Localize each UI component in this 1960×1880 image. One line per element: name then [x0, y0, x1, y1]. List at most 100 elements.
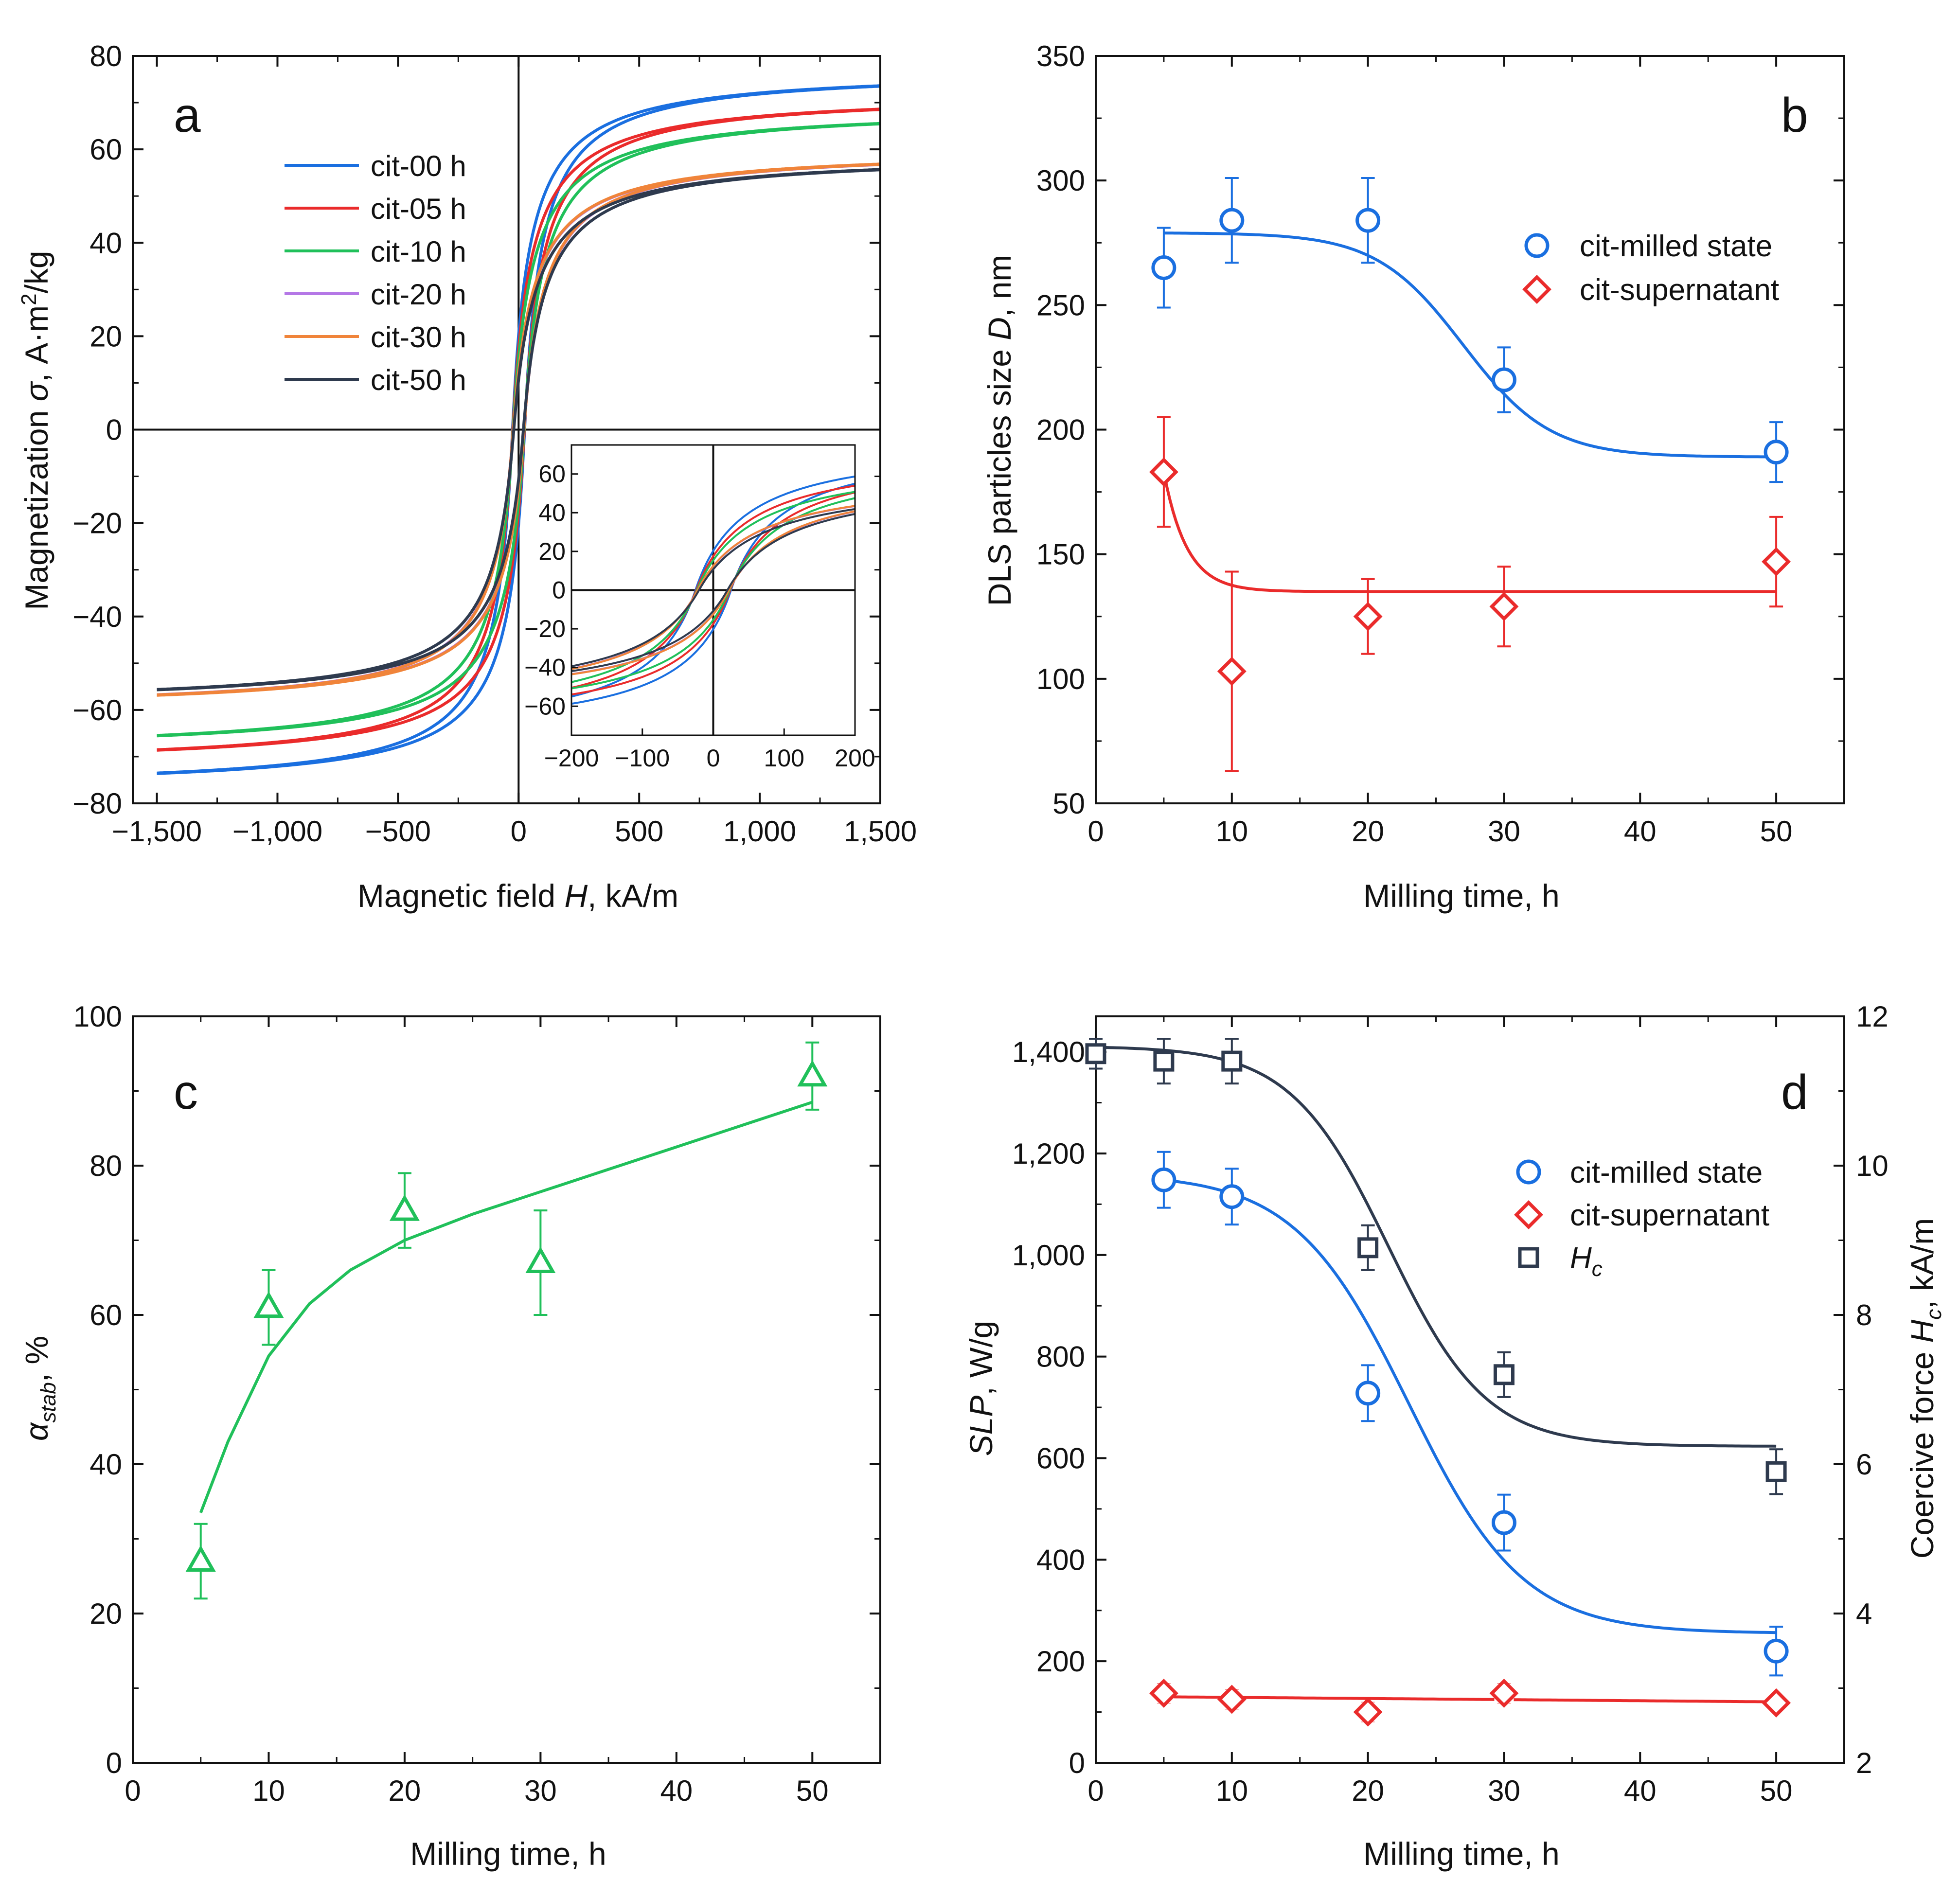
fit-line: [1162, 471, 1777, 593]
x-tick-label: 10: [252, 1774, 285, 1807]
y-tick-label: 200: [1036, 414, 1085, 446]
panel-b-xlabel: Milling time, h: [1363, 878, 1559, 914]
y-tick-label: 100: [1036, 663, 1085, 695]
legend-marker: [1516, 1159, 1541, 1185]
data-point: [1221, 1050, 1243, 1072]
panel-a-axes: −1,500 −1,000 −500 0 500 1,000 1,500 −80 −60 −40 −…: [72, 40, 917, 848]
data-point: [1353, 1697, 1383, 1727]
data-point: [1219, 1184, 1245, 1209]
panel-d-slp-plot: 0 10 20 30 40 50 0 200 400 600 800 1,000 1,200 1,400 2…: [963, 1000, 1946, 1872]
legend-label: cit-00 h: [371, 150, 466, 182]
axis-frame: [1095, 1015, 1845, 1764]
marker-mask: [1494, 1365, 1514, 1384]
legend-label: Hc: [1570, 1242, 1603, 1281]
data-point: [1353, 602, 1383, 631]
legend-label: cit-05 h: [371, 193, 466, 225]
axis-frame: [132, 1015, 881, 1764]
x-tick-label: −1,000: [232, 815, 322, 848]
y-tick-label: 1,200: [1012, 1137, 1085, 1170]
y-right-tick-label: 2: [1856, 1747, 1872, 1779]
inset-curve: [571, 508, 855, 667]
data-point: [1762, 547, 1791, 576]
y-tick-label: 150: [1036, 538, 1085, 571]
inset-curve: [571, 482, 855, 705]
marker-mask: [1086, 1044, 1105, 1064]
axis-frame: [1095, 55, 1845, 804]
x-tick-label: −500: [365, 815, 431, 848]
x-tick-label: 20: [1352, 1774, 1384, 1807]
data-point: [525, 1246, 556, 1274]
panel-d-ylabel-left: SLP, W/g: [963, 1321, 999, 1456]
y-tick-label: 60: [89, 133, 122, 166]
data-point: [1149, 1678, 1178, 1708]
y-tick-label: −60: [72, 694, 122, 727]
marker-mask: [1222, 1051, 1242, 1071]
inset-curves: [571, 445, 855, 735]
inset-y-tick-label: 40: [538, 499, 566, 526]
y-tick-label: 400: [1036, 1543, 1085, 1576]
x-tick-label: 20: [389, 1774, 421, 1807]
panel-c-data: [185, 1041, 828, 1600]
x-tick-label: 0: [125, 1774, 141, 1807]
x-tick-label: 40: [660, 1774, 693, 1807]
data-point: [1151, 1167, 1176, 1192]
y-tick-label: 40: [89, 227, 122, 259]
y-tick-label: 80: [89, 40, 122, 72]
data-point: [1217, 656, 1247, 686]
x-tick-label: 30: [1488, 1774, 1520, 1807]
inset-y-tick-label: 0: [552, 577, 566, 604]
fit-line: [1095, 1046, 1777, 1448]
panel-b-label: b: [1781, 88, 1808, 142]
legend-label: cit-supernatant: [1570, 1199, 1769, 1232]
inset-y-tick-label: 60: [538, 461, 566, 488]
panel-d-axes: 0 10 20 30 40 50 0 200 400 600 800 1,000 1,200 1,400 2…: [1012, 1000, 1889, 1807]
y-tick-label: 350: [1036, 40, 1085, 72]
x-tick-label: 1,500: [844, 815, 917, 848]
data-point: [1764, 440, 1789, 465]
fit-line: [1163, 1695, 1777, 1703]
y-tick-label: 50: [1052, 787, 1085, 820]
x-tick-label: 10: [1215, 1774, 1248, 1807]
y-tick-label: 1,400: [1012, 1036, 1085, 1068]
panel-a-label: a: [174, 88, 201, 142]
inset-y-tick-label: −40: [524, 654, 566, 681]
data-point: [1217, 1685, 1247, 1714]
inset-x-tick-label: 200: [835, 745, 875, 772]
panel-d-data: [1085, 1038, 1791, 1727]
inset-background: [568, 440, 854, 737]
panel-c-label: c: [174, 1065, 198, 1119]
inset-y-tick-label: −20: [524, 615, 566, 642]
x-tick-label: 10: [1215, 815, 1248, 848]
x-tick-label: 40: [1624, 1774, 1657, 1807]
inset-x-tick-label: −200: [544, 745, 599, 772]
panel-a-curves: [133, 56, 881, 803]
hysteresis-curve: [157, 168, 881, 691]
inset-curve: [571, 491, 855, 683]
panel-d-xlabel: Milling time, h: [1363, 1836, 1559, 1872]
inset-curve: [571, 497, 855, 690]
legend-label: cit-10 h: [371, 235, 466, 268]
inset-curve: [571, 505, 855, 670]
panel-d-legend: cit-milled state cit-supernatant Hc: [1514, 1156, 1769, 1281]
marker-mask: [1766, 1462, 1786, 1482]
y-tick-label: 300: [1036, 164, 1085, 197]
data-point: [797, 1060, 828, 1087]
y-tick-label: 80: [89, 1150, 122, 1182]
data-point: [1085, 1043, 1106, 1064]
x-tick-label: −1,500: [112, 815, 202, 848]
data-point: [1151, 255, 1176, 280]
data-point: [185, 1545, 216, 1572]
inset-curve: [571, 475, 855, 698]
panel-b-dls-size-plot: 0 10 20 30 40 50 50 100 150 200 250 300 350 b Millin…: [981, 40, 1845, 914]
inset-x-tick-label: −100: [615, 745, 670, 772]
panel-c-xlabel: Milling time, h: [410, 1836, 606, 1872]
legend-label: cit-milled state: [1580, 230, 1772, 263]
y-tick-label: 200: [1036, 1645, 1085, 1678]
data-point: [1491, 1510, 1516, 1535]
x-tick-label: 0: [1087, 1774, 1104, 1807]
legend-label: cit-milled state: [1570, 1156, 1763, 1189]
x-tick-label: 500: [615, 815, 663, 848]
y-tick-label: 600: [1036, 1442, 1085, 1474]
inset-curve: [571, 491, 855, 696]
